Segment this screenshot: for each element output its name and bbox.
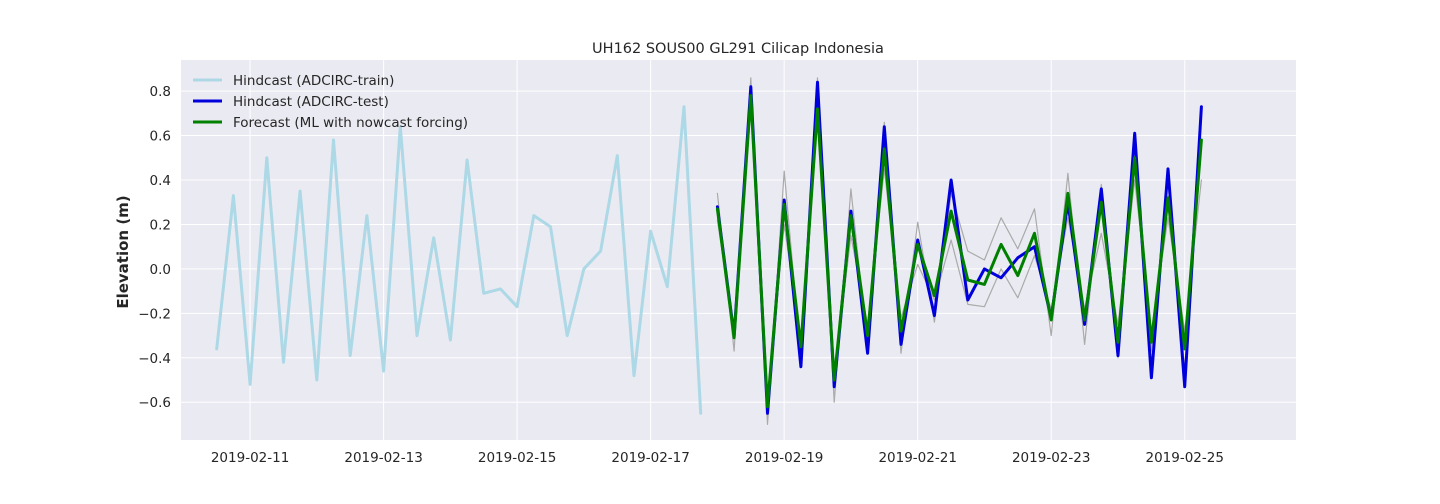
- legend-label: Hindcast (ADCIRC-train): [233, 73, 394, 89]
- y-tick-label: 0.4: [150, 173, 171, 189]
- y-axis-label: Elevation (m): [114, 195, 132, 308]
- x-tick-label: 2019-02-23: [1012, 450, 1090, 466]
- y-tick-labels: −0.6 −0.4 −0.2 0.0 0.2 0.4 0.6 0.8: [138, 84, 171, 411]
- x-tick-label: 2019-02-15: [478, 450, 556, 466]
- x-tick-label: 2019-02-11: [211, 450, 289, 466]
- y-tick-label: −0.4: [138, 351, 171, 367]
- x-tick-label: 2019-02-13: [344, 450, 422, 466]
- y-tick-label: 0.0: [150, 262, 171, 278]
- series-lines: [215, 77, 1203, 425]
- chart-title: UH162 SOUS00 GL291 Cilicap Indonesia: [592, 41, 884, 57]
- y-tick-label: 0.8: [150, 84, 171, 100]
- y-tick-label: −0.2: [138, 306, 171, 322]
- grid: [181, 60, 1296, 440]
- x-tick-label: 2019-02-17: [611, 450, 689, 466]
- x-tick-labels: 2019-02-11 2019-02-13 2019-02-15 2019-02-17…: [211, 450, 1224, 466]
- series-line-0: [215, 105, 703, 415]
- y-tick-label: −0.6: [138, 395, 171, 411]
- y-tick-label: 0.6: [150, 129, 171, 145]
- x-tick-label: 2019-02-25: [1145, 450, 1223, 466]
- x-tick-label: 2019-02-19: [745, 450, 823, 466]
- legend: Hindcast (ADCIRC-train) Hindcast (ADCIRC-…: [193, 73, 468, 131]
- x-tick-label: 2019-02-21: [878, 450, 956, 466]
- legend-label: Forecast (ML with nowcast forcing): [233, 115, 468, 131]
- series-line-4: [715, 94, 1203, 409]
- legend-label: Hindcast (ADCIRC-test): [233, 94, 389, 110]
- y-tick-label: 0.2: [150, 217, 171, 233]
